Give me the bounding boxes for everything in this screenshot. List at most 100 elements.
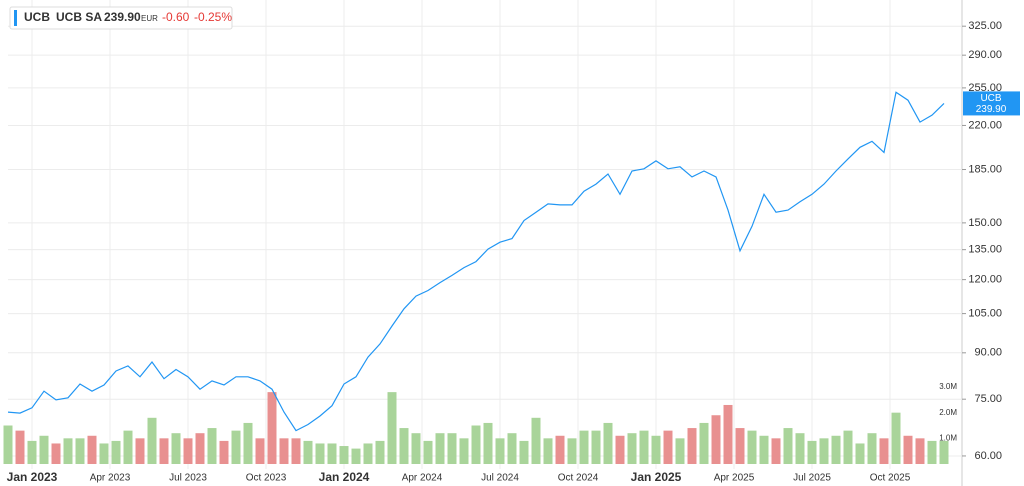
volume-bar bbox=[411, 433, 421, 464]
volume-bar bbox=[747, 430, 757, 464]
volume-bar bbox=[759, 435, 769, 464]
currency: EUR bbox=[141, 14, 158, 23]
symbol: UCB bbox=[24, 10, 50, 24]
volume-bar bbox=[903, 435, 913, 464]
volume-bar bbox=[291, 438, 301, 464]
price-tag-box bbox=[963, 91, 1020, 116]
change-percent: -0.25% bbox=[194, 10, 232, 24]
price-tag: UCB 239.90 bbox=[963, 91, 1020, 116]
volume-bar bbox=[447, 433, 457, 464]
x-tick-label: Jul 2024 bbox=[481, 473, 519, 484]
volume-bar bbox=[615, 435, 625, 464]
volume-bar bbox=[579, 430, 589, 464]
volume-bar bbox=[123, 430, 133, 464]
axes: 60.00 75.00 90.00 105.00 120.00 135.00 150.00 1… bbox=[7, 20, 1002, 484]
volume-bar bbox=[567, 438, 577, 464]
volume-bar bbox=[783, 428, 793, 464]
volume-bar bbox=[675, 438, 685, 464]
volume-bar bbox=[459, 438, 469, 464]
volume-bar bbox=[627, 433, 637, 464]
volume-bar bbox=[879, 438, 889, 464]
volume-tick-label: 1.0M bbox=[939, 433, 957, 442]
volume-bar bbox=[315, 443, 325, 464]
x-tick-label: Jan 2025 bbox=[631, 470, 682, 484]
company-name: UCB SA bbox=[56, 10, 102, 24]
volume-bar bbox=[267, 392, 277, 464]
volume-bar bbox=[699, 422, 709, 464]
volume-bar bbox=[27, 440, 37, 464]
volume-bar bbox=[3, 425, 13, 464]
volume-bar bbox=[207, 428, 217, 464]
x-tick-label: Oct 2025 bbox=[870, 473, 911, 484]
volume-bar bbox=[111, 440, 121, 464]
volume-bar bbox=[147, 417, 157, 464]
volume-bar bbox=[135, 438, 145, 464]
volume-bar bbox=[819, 438, 829, 464]
volume-bar bbox=[771, 438, 781, 464]
change: -0.60 bbox=[162, 10, 190, 24]
y-tick-label: 75.00 bbox=[974, 393, 1002, 405]
x-tick-label: Apr 2024 bbox=[402, 473, 443, 484]
volume-bar bbox=[231, 430, 241, 464]
volume-bar bbox=[303, 440, 313, 464]
volume-bar bbox=[39, 435, 49, 464]
volume-bar bbox=[663, 430, 673, 464]
volume-bar bbox=[603, 422, 613, 464]
volume-tick-label: 2.0M bbox=[939, 408, 957, 417]
volume-bar bbox=[639, 430, 649, 464]
volume bbox=[3, 392, 949, 464]
volume-bar bbox=[51, 443, 61, 464]
y-tick-label: 150.00 bbox=[968, 217, 1002, 229]
volume-bar bbox=[171, 433, 181, 464]
volume-bar bbox=[87, 435, 97, 464]
volume-bar bbox=[483, 422, 493, 464]
y-tick-label: 135.00 bbox=[968, 244, 1002, 256]
volume-bar bbox=[327, 443, 337, 464]
volume-bar bbox=[195, 433, 205, 464]
volume-bar bbox=[855, 443, 865, 464]
volume-bar bbox=[735, 428, 745, 464]
volume-bar bbox=[687, 428, 697, 464]
price: 239.90 bbox=[104, 10, 141, 24]
x-tick-label: Jul 2025 bbox=[793, 473, 831, 484]
y-tick-label: 255.00 bbox=[968, 82, 1002, 94]
x-tick-label: Jul 2023 bbox=[169, 473, 207, 484]
volume-bar bbox=[339, 446, 349, 464]
x-tick-label: Apr 2025 bbox=[714, 473, 755, 484]
y-tick-label: 325.00 bbox=[968, 20, 1002, 32]
volume-bar bbox=[363, 443, 373, 464]
volume-bar bbox=[387, 392, 397, 464]
legend-box: UCB UCB SA 239.90 EUR -0.60 -0.25% bbox=[9, 6, 233, 30]
volume-bar bbox=[723, 404, 733, 464]
y-tick-label: 290.00 bbox=[968, 49, 1002, 61]
volume-bar bbox=[939, 440, 949, 464]
price-tag-price: 239.90 bbox=[976, 104, 1007, 115]
volume-bar bbox=[831, 435, 841, 464]
x-tick-label: Jan 2024 bbox=[319, 470, 370, 484]
price-tag-symbol: UCB bbox=[980, 93, 1001, 104]
volume-bar bbox=[891, 412, 901, 464]
volume-bar bbox=[531, 417, 541, 464]
volume-bar bbox=[351, 448, 361, 464]
volume-bar bbox=[435, 433, 445, 464]
y-tick-label: 60.00 bbox=[974, 450, 1002, 462]
y-tick-label: 220.00 bbox=[968, 119, 1002, 131]
price-line bbox=[7, 91, 945, 432]
x-tick-label: Jan 2023 bbox=[7, 470, 58, 484]
y-tick-label: 120.00 bbox=[968, 274, 1002, 286]
volume-bar bbox=[795, 433, 805, 464]
volume-bar bbox=[183, 438, 193, 464]
volume-bar bbox=[279, 438, 289, 464]
volume-bar bbox=[807, 440, 817, 464]
volume-bar bbox=[255, 438, 265, 464]
volume-bar bbox=[219, 440, 229, 464]
volume-bar bbox=[375, 440, 385, 464]
legend-frame bbox=[9, 6, 233, 30]
volume-bar bbox=[471, 425, 481, 464]
volume-bar bbox=[243, 422, 253, 464]
volume-bar bbox=[843, 430, 853, 464]
y-tick-label: 90.00 bbox=[974, 347, 1002, 359]
volume-bar bbox=[423, 440, 433, 464]
